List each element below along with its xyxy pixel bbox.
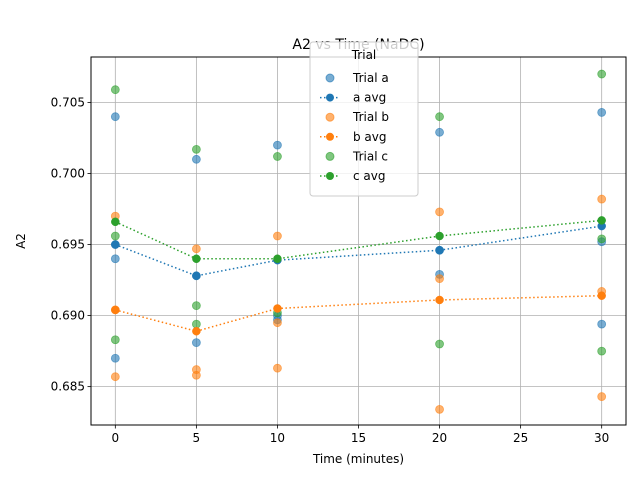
trial-2-point (191, 301, 201, 311)
y-tick-label: 0.690 (51, 309, 85, 323)
trial-0-point (597, 319, 607, 329)
legend-box (309, 41, 419, 197)
avg-point-5 (597, 216, 606, 225)
trial-2-point (191, 319, 201, 329)
trial-2-point (597, 234, 607, 244)
legend-marker (325, 73, 335, 83)
trial-2-point (110, 85, 120, 95)
trial-2-point (435, 339, 444, 349)
avg-point-5 (192, 254, 201, 264)
avg-line-5 (115, 219, 602, 260)
x-tick-label: 5 (193, 431, 201, 445)
x-tick-label: 15 (351, 431, 366, 445)
avg-point-3 (435, 295, 444, 305)
trial-2-point (110, 335, 120, 345)
trial-2-point (597, 69, 607, 79)
x-axis-title: Time (minutes) (312, 452, 404, 466)
avg-point-3 (111, 305, 120, 315)
trial-2-point (191, 144, 201, 154)
x-tick-label: 20 (432, 431, 447, 445)
y-tick-label: 0.695 (51, 238, 85, 252)
avg-point-3 (273, 304, 282, 313)
trial-1-point (191, 370, 201, 380)
trial-0-point (110, 254, 120, 264)
legend-line-marker (326, 132, 334, 141)
x-tick-label: 30 (594, 431, 609, 445)
trial-0-point (597, 108, 607, 117)
legend-entry-label: a avg (353, 91, 386, 105)
y-tick-label: 0.705 (51, 95, 85, 109)
legend-entry-label: b avg (353, 130, 387, 144)
trial-1-point (435, 207, 444, 217)
trial-0-point (273, 140, 282, 150)
trial-1-point (273, 231, 282, 241)
x-tick-label: 25 (513, 431, 528, 445)
avg-point-3 (597, 291, 606, 300)
x-tick-label: 10 (270, 431, 285, 445)
legend-entry-label: Trial b (352, 110, 389, 124)
trial-1-point (273, 318, 282, 328)
avg-point-1 (111, 240, 120, 249)
avg-point-1 (435, 245, 444, 255)
trial-0-point (110, 112, 120, 122)
trial-2-point (435, 112, 444, 122)
trial-0-point (191, 338, 201, 347)
legend-entry-label: Trial c (352, 149, 388, 163)
plot-data (110, 69, 607, 414)
trial-1-point (597, 194, 607, 204)
avg-point-3 (192, 326, 201, 336)
trial-2-point (273, 152, 282, 161)
x-tick-label: 0 (111, 431, 119, 445)
trial-2-point (597, 346, 607, 356)
trial-0-point (110, 353, 120, 363)
legend: Trial Trial a a avg Trial b b avg Trial c c av… (309, 41, 419, 197)
trial-2-point (110, 231, 120, 241)
trial-0-point (435, 127, 444, 137)
trial-1-point (435, 274, 444, 284)
legend-marker (325, 151, 335, 161)
legend-entry-label: c avg (353, 169, 385, 183)
legend-entry-label: Trial a (352, 71, 389, 85)
trial-1-point (191, 244, 201, 254)
legend-line-marker (326, 172, 334, 180)
legend-line-marker (326, 93, 334, 102)
trial-0-point (191, 154, 201, 164)
legend-title: Trial (351, 48, 377, 62)
avg-point-5 (111, 217, 120, 227)
avg-point-1 (192, 271, 201, 281)
y-axis-title: A2 (14, 233, 28, 249)
axis-ticks: 0 5 10 15 20 25 30 0.685 0.690 0.695 0.700 0.705 (51, 95, 610, 445)
legend-marker (325, 112, 335, 122)
avg-point-5 (273, 254, 282, 264)
trial-1-point (273, 363, 282, 373)
y-tick-label: 0.685 (51, 380, 85, 394)
trial-1-point (597, 392, 607, 401)
trial-1-point (435, 404, 444, 414)
avg-point-5 (435, 231, 444, 241)
y-tick-label: 0.700 (51, 167, 85, 181)
trial-1-point (110, 372, 120, 382)
